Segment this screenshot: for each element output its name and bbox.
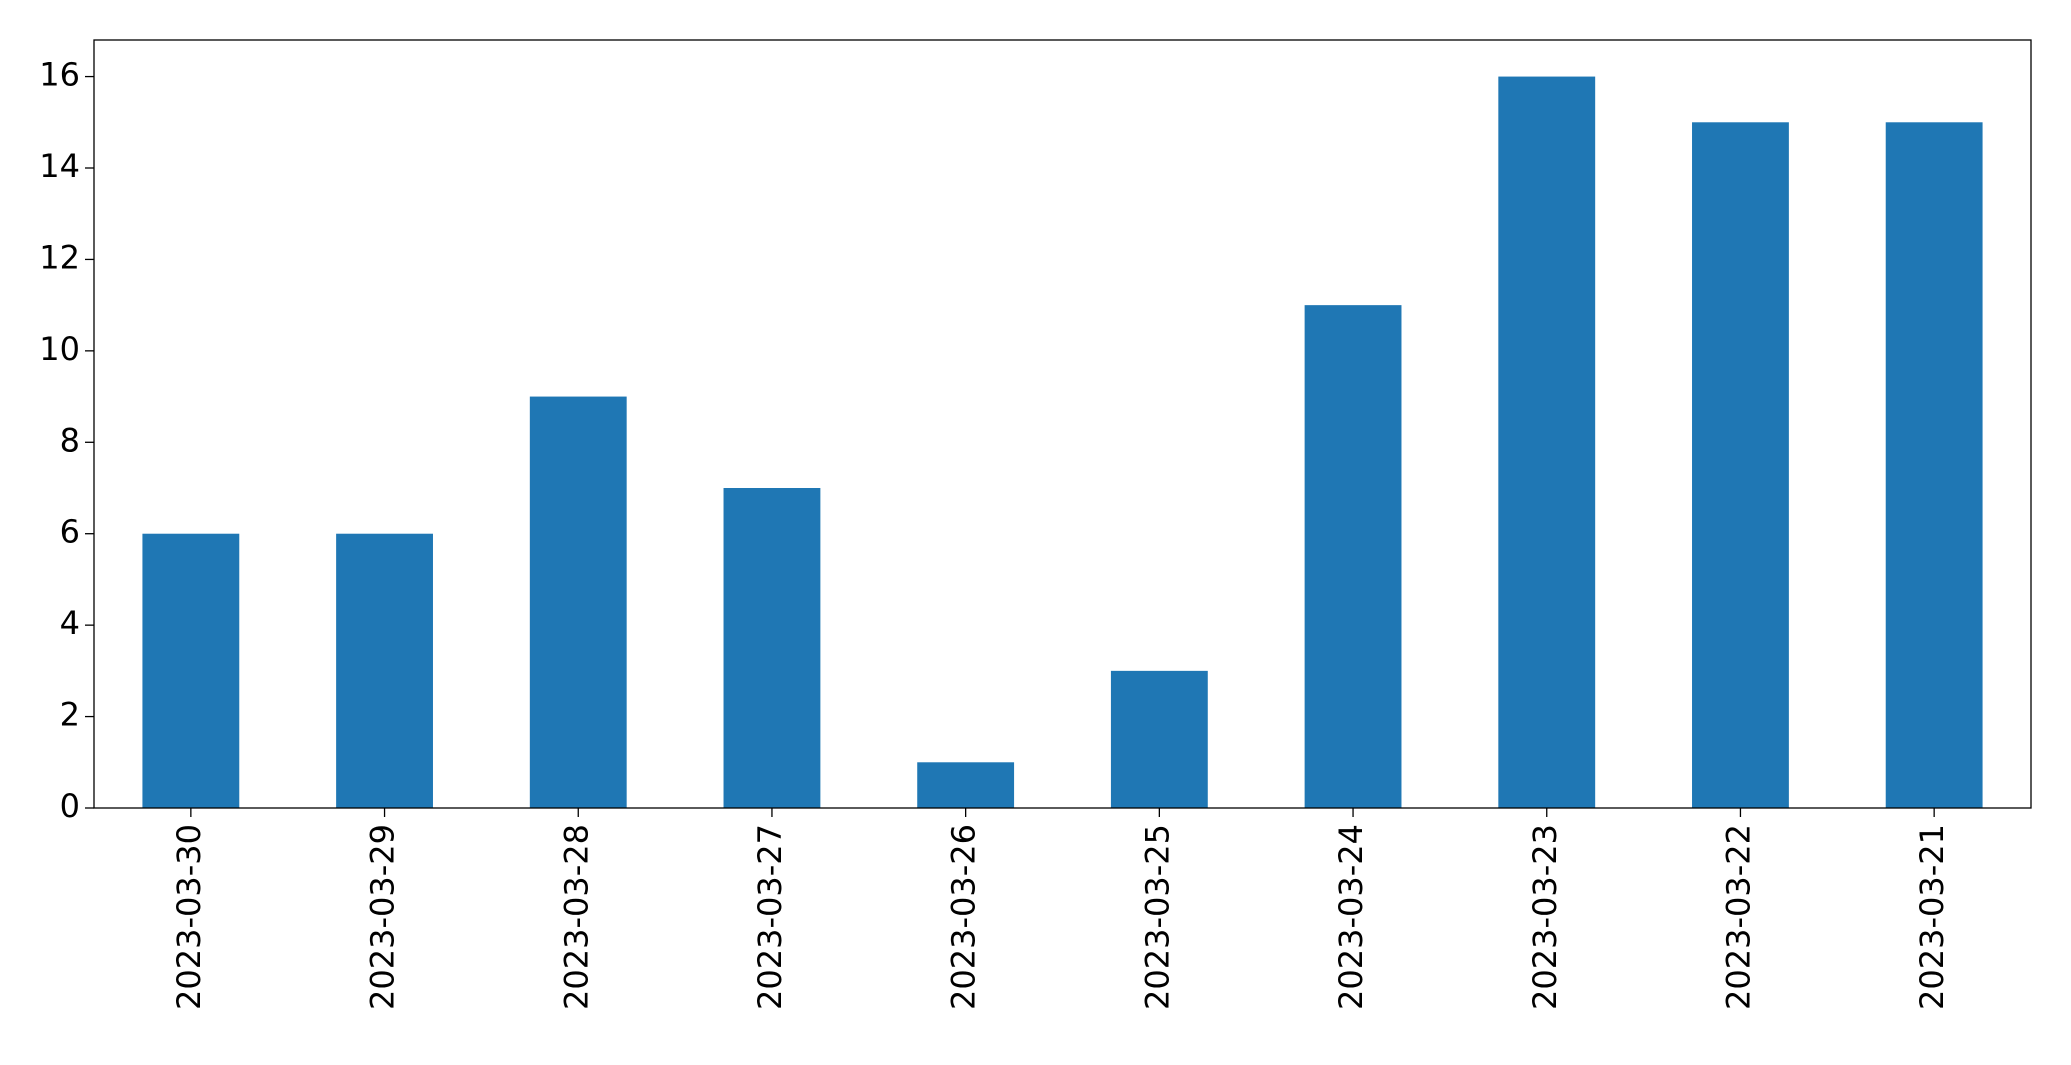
bar [336, 533, 433, 808]
bar [917, 762, 1015, 808]
y-tick-label: 12 [39, 238, 80, 276]
x-tick-label: 2023-03-28 [557, 824, 595, 1010]
x-tick-label: 2023-03-24 [1332, 824, 1370, 1010]
y-tick-label: 10 [39, 330, 80, 368]
y-tick-label: 6 [60, 513, 80, 551]
bar [1885, 122, 1983, 809]
y-tick-label: 4 [60, 604, 80, 642]
x-tick-label: 2023-03-27 [751, 824, 789, 1010]
x-tick-label: 2023-03-26 [945, 824, 983, 1010]
bar [723, 488, 821, 808]
x-tick-label: 2023-03-21 [1913, 824, 1951, 1010]
bar [1110, 670, 1208, 808]
y-tick-label: 8 [60, 421, 80, 459]
x-tick-label: 2023-03-23 [1526, 824, 1564, 1010]
y-tick-label: 16 [39, 56, 80, 94]
x-tick-label: 2023-03-29 [364, 824, 402, 1010]
bar [1498, 76, 1596, 809]
x-tick-label: 2023-03-22 [1719, 824, 1757, 1010]
y-tick-label: 14 [39, 147, 80, 185]
y-tick-label: 0 [60, 787, 80, 825]
bar [529, 396, 627, 808]
x-tick-label: 2023-03-25 [1138, 824, 1176, 1010]
bar [1304, 305, 1402, 808]
bar [1692, 122, 1789, 809]
y-tick-label: 2 [60, 696, 80, 734]
plot-frame [93, 39, 2032, 809]
x-tick-label: 2023-03-30 [170, 824, 208, 1010]
bar [142, 533, 240, 808]
